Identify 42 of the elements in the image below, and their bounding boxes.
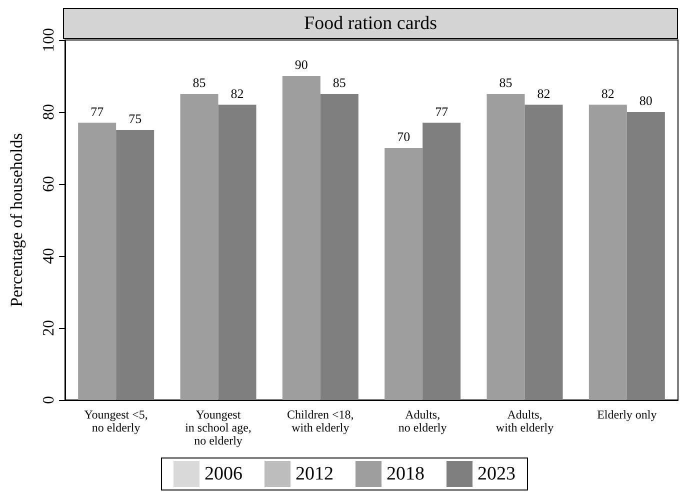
bar — [180, 94, 218, 400]
data-label: 82 — [537, 86, 550, 101]
y-tick-label: 100 — [40, 28, 58, 52]
data-label: 77 — [435, 104, 449, 119]
data-label: 85 — [499, 75, 512, 90]
legend-label: 2012 — [296, 464, 334, 484]
bar — [282, 76, 320, 400]
bar — [422, 122, 461, 400]
y-tick-label: 80 — [40, 104, 58, 120]
x-tick-label: Children <18, with elderly — [287, 408, 354, 434]
bar — [218, 104, 256, 400]
x-tick-label: Elderly only — [597, 408, 657, 422]
y-tick-label: 20 — [40, 320, 58, 336]
data-label: 90 — [294, 57, 308, 72]
legend-label: 2018 — [386, 464, 424, 484]
y-tick-label: 60 — [40, 176, 58, 192]
data-label: 82 — [601, 86, 614, 101]
data-label: 85 — [192, 75, 206, 90]
x-tick-label: Youngest in school age, no elderly — [185, 408, 252, 448]
bar — [116, 130, 154, 400]
x-tick-label: Adults, with elderly — [496, 408, 554, 434]
bar — [626, 112, 665, 400]
data-label: 75 — [128, 111, 142, 126]
data-label: 77 — [90, 104, 104, 119]
legend-label: 2023 — [478, 464, 516, 484]
data-label: 80 — [639, 93, 652, 108]
y-tick-label: 0 — [40, 396, 58, 404]
x-tick-label: Youngest <5, no elderly — [84, 408, 148, 434]
bar — [384, 148, 423, 400]
bar — [486, 94, 525, 400]
bar — [524, 104, 563, 400]
y-tick-label: 40 — [40, 248, 58, 264]
legend-label: 2006 — [204, 464, 242, 484]
data-label: 70 — [397, 129, 410, 144]
data-label: 82 — [230, 86, 244, 101]
y-axis-title: Percentage of households — [7, 133, 26, 307]
bar — [78, 122, 116, 400]
x-tick-label: Adults, no elderly — [398, 408, 447, 434]
data-label: 85 — [332, 75, 346, 90]
chart-title: Food ration cards — [63, 8, 678, 39]
bar — [588, 104, 627, 400]
bar — [320, 94, 358, 400]
